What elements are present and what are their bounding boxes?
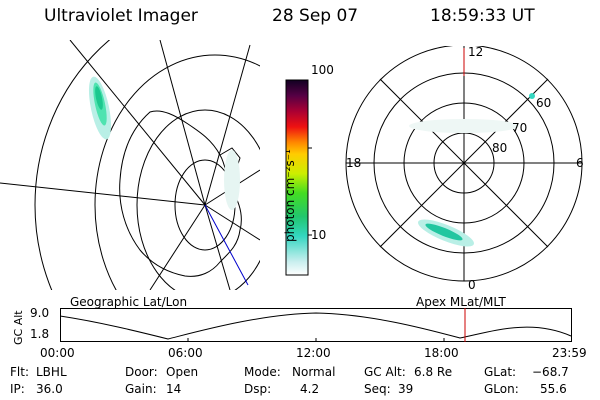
colorbar-unit-label: photon cm⁻²s⁻¹ (283, 149, 297, 242)
info-value-mode: Normal (292, 365, 336, 379)
info-key-glon: GLon: (484, 382, 519, 396)
info-value-door: Open (166, 365, 199, 379)
lat-circle-mid (136, 109, 260, 290)
aurora-emission-geo (88, 76, 240, 210)
mlt-label-0: 0 (468, 278, 476, 292)
info-key-ip: IP: (10, 382, 25, 396)
mlt-diagonal (379, 78, 549, 248)
lat-circle-edge (34, 40, 111, 290)
info-value-glat: −68.7 (532, 365, 569, 379)
mlat-label-80: 80 (492, 141, 508, 155)
timeline-x-tick: 23:59 (552, 346, 587, 360)
meridian-line (159, 40, 206, 206)
timeline-x-tick: 06:00 (168, 346, 203, 360)
timeline-x-tick: 18:00 (424, 346, 459, 360)
timeline-x-tick: 12:00 (296, 346, 331, 360)
altitude-curve (60, 312, 572, 340)
time-label: 18:59:33 UT (430, 6, 535, 26)
info-value-filter: LBHL (36, 365, 67, 379)
info-value-seq: 39 (398, 382, 414, 396)
info-value-glon: 55.6 (540, 382, 567, 396)
date-label: 28 Sep 07 (272, 6, 359, 26)
meridian-line (204, 204, 231, 290)
instrument-title: Ultraviolet Imager (44, 6, 198, 26)
meridian-line (0, 182, 206, 206)
info-key-filter: Flt: (10, 365, 29, 379)
colorbar-tick-10: 10 (311, 228, 327, 242)
timeline-right-title: Apex MLat/MLT (416, 295, 506, 309)
info-value-gain: 14 (166, 382, 182, 396)
meridian-line (204, 204, 260, 241)
aurora-emission-polar (409, 93, 535, 247)
mlt-label-6: 6 (576, 156, 584, 170)
satellite-track (204, 204, 249, 286)
meridian-line (204, 44, 251, 206)
meridian-line (149, 204, 206, 290)
altitude-timeline (60, 308, 572, 342)
timeline-y-tick-max: 9.0 (30, 306, 50, 320)
info-value-dsp: 4.2 (300, 382, 320, 396)
polar-mlt-panel (345, 46, 583, 282)
colorbar-gradient (285, 79, 309, 276)
info-key-door: Door: (125, 365, 158, 379)
mlt-label-12: 12 (468, 45, 484, 59)
info-value-gc-alt: 6.8 Re (414, 365, 453, 379)
colorbar (285, 79, 312, 276)
info-key-dsp: Dsp: (244, 382, 272, 396)
geographic-map-panel (0, 40, 260, 290)
mlat-label-60: 60 (536, 96, 552, 110)
info-key-mode: Mode: (244, 365, 281, 379)
timeline-y-label: GC Alt (12, 310, 25, 345)
info-value-ip: 36.0 (36, 382, 63, 396)
info-key-glat: GLat: (484, 365, 517, 379)
info-key-gain: Gain: (125, 382, 157, 396)
lat-circle-outer (94, 54, 260, 290)
mlat-label-70: 70 (512, 121, 528, 135)
timeline-x-tick: 00:00 (40, 346, 75, 360)
mlt-label-18: 18 (346, 156, 362, 170)
timeline-left-title: Geographic Lat/Lon (70, 295, 188, 309)
info-key-seq: Seq: (364, 382, 391, 396)
colorbar-tick-100: 100 (311, 63, 334, 77)
timeline-y-tick-min: 1.8 (30, 327, 50, 341)
meridian-line (69, 40, 206, 206)
info-key-gc-alt: GC Alt: (364, 365, 406, 379)
